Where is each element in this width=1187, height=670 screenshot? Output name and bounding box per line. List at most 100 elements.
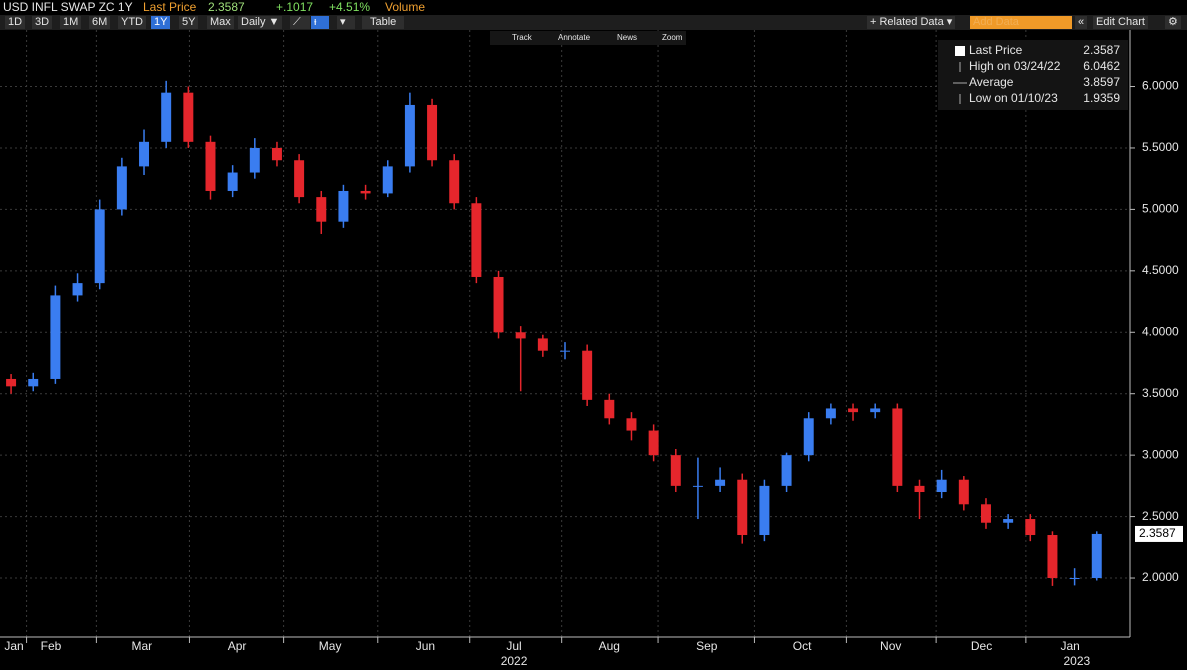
tool[interactable]: Zoom [662,33,683,42]
candle-body [537,338,548,351]
tool[interactable]: News [617,33,637,42]
period-button[interactable]: 1D [5,16,26,29]
candle-body [781,455,792,486]
candle-body [139,141,150,167]
candle-body [1047,535,1058,579]
settings-button[interactable]: ⚙ [1165,16,1181,29]
period-button[interactable]: Max [207,16,234,29]
candle-body [6,378,17,387]
candle-body [294,160,305,198]
candle-body [692,485,703,487]
related-data-button[interactable]: + Related Data ▾ [867,16,956,29]
y-tick-label: 2.5000 [1142,509,1179,523]
header: USD INFL SWAP ZC 1Y Last Price 2.3587 +.… [0,0,1187,15]
candle-body [183,92,194,142]
toolbar: 1D 3D 1M 6M YTD 1Y 5Y Max Daily ▼ ⟋ ᵻ ▾ … [0,15,1187,30]
price-tag [1135,525,1183,542]
candle-body [1025,519,1036,536]
legend-value: 2.3587 [1083,43,1120,57]
candle-body [604,399,615,419]
plot: 2.0000 2.5000 3.0000 3.5000 4.0000 4.5000 5.00… [0,30,1179,668]
legend-value: 3.8597 [1083,75,1120,89]
candle-body [316,197,327,222]
candle-body [471,203,482,277]
legend-label: Last Price [969,43,1023,57]
volume-label: Volume [385,0,426,14]
candle-body [227,172,238,191]
line-icon-button[interactable]: ⟋ [290,16,310,29]
candle-body [648,430,659,456]
candle-body [50,295,61,379]
candle-body [914,485,925,493]
x-tick-label: Apr [228,639,247,653]
candle-body [1003,519,1014,523]
period-button[interactable]: YTD [118,16,146,29]
year-label: 2022 [501,654,528,668]
y-tick-label: 2.0000 [1142,570,1179,584]
chart: 2.0000 2.5000 3.0000 3.5000 4.0000 4.5000 5.00… [0,30,1183,668]
legend-box [938,40,1128,110]
candle-body [870,408,881,413]
add-data-input[interactable]: Add Data [970,16,1072,29]
year-label: 2023 [1063,654,1090,668]
candle-body [1091,533,1102,579]
candle-body [803,418,814,456]
x-tick-label: Aug [599,639,620,653]
price-label: Last Price [143,0,197,14]
candle-body [449,160,460,204]
y-tick-label: 5.0000 [1142,202,1179,216]
candle-body [515,332,526,339]
candle-body [94,209,105,284]
candle-body [338,190,349,222]
candle-body [582,350,593,400]
table-button[interactable]: Table [362,16,405,29]
candle-body [382,166,393,194]
candle-body [626,418,637,431]
candle-body [737,479,748,536]
edit-chart-button[interactable]: Edit Chart [1093,16,1148,29]
legend-value: 6.0462 [1083,59,1120,73]
legend-label: High on 03/24/22 [969,59,1061,73]
more-button[interactable]: ▾ [337,16,355,29]
x-tick-label: May [319,639,342,653]
change: +.1017 [276,0,314,14]
candle-body [670,455,681,486]
tool[interactable]: Annotate [558,33,591,42]
period-button[interactable]: 1M [60,16,82,29]
candle-body [360,190,371,194]
y-tick-label: 3.0000 [1142,447,1179,461]
candle-body [116,166,127,210]
collapse-button[interactable]: « [1075,16,1088,29]
period-button[interactable]: 6M [89,16,111,29]
candle-body [759,485,770,536]
legend-value: 1.9359 [1083,91,1120,105]
x-tick-label: Feb [41,639,62,653]
price-tag-label: 2.3587 [1139,526,1176,540]
period-button[interactable]: 1Y [151,16,171,29]
candle-icon-button[interactable]: ᵻ [311,16,329,29]
ticker: USD INFL SWAP ZC 1Y [3,0,133,14]
period-button[interactable]: 5Y [179,16,199,29]
candle-body [825,408,836,419]
candle-body [28,378,39,387]
x-tick-label: Sep [696,639,718,653]
candle-body [249,147,260,173]
candle-body [72,283,83,296]
candle-body [892,408,903,486]
tool[interactable]: Track [512,33,533,42]
legend: Last Price 2.3587 High on 03/24/22 6.0462 Av… [938,40,1128,110]
y-tick-label: 4.0000 [1142,324,1179,338]
y-tick-label: 3.5000 [1142,386,1179,400]
x-tick-label: Nov [880,639,901,653]
period-button[interactable]: 3D [32,16,53,29]
legend-label: Low on 01/10/23 [969,91,1058,105]
frequency-button[interactable]: Daily ▼ [238,16,283,29]
candle-body [271,147,282,161]
candle-body [848,408,859,413]
x-tick-label: Jan [4,639,23,653]
candle-body [958,479,969,505]
price: 2.3587 [208,0,245,14]
x-tick-label: Mar [131,639,152,653]
legend-icon [955,46,965,56]
